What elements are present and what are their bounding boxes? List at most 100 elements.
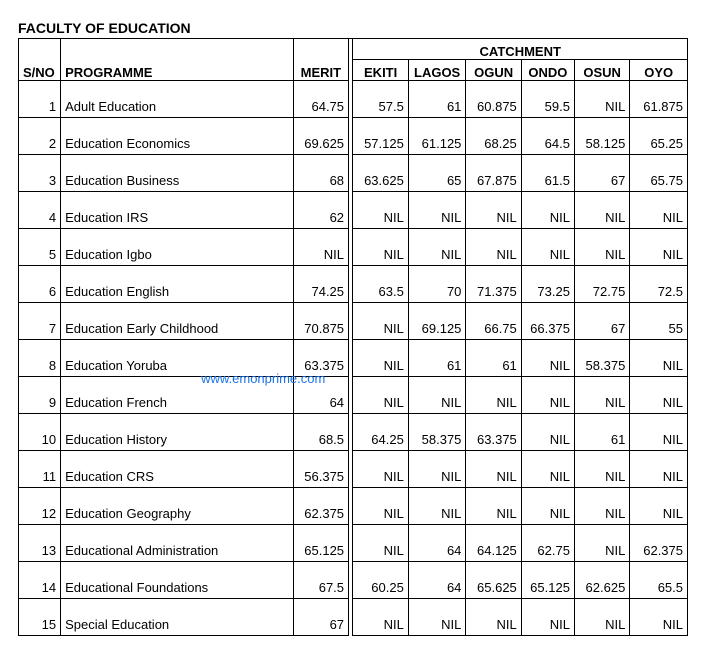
cell-oyo: NIL — [630, 229, 688, 266]
cell-ondo: NIL — [521, 229, 574, 266]
cell-sno: 12 — [19, 488, 61, 525]
col-sno: S/NO — [19, 39, 61, 81]
cell-ogun: NIL — [466, 229, 521, 266]
cell-ondo: NIL — [521, 488, 574, 525]
cell-ekiti: NIL — [353, 229, 408, 266]
cell-sno: 5 — [19, 229, 61, 266]
cell-lagos: 70 — [408, 266, 466, 303]
cell-oyo: 65.25 — [630, 118, 688, 155]
cell-ogun: NIL — [466, 377, 521, 414]
table-row: 12Education Geography62.375NILNILNILNILN… — [19, 488, 688, 525]
col-programme: PROGRAMME — [61, 39, 294, 81]
cell-programme: Education English — [61, 266, 294, 303]
cell-programme: Education History — [61, 414, 294, 451]
cell-lagos: NIL — [408, 192, 466, 229]
cell-ogun: 68.25 — [466, 118, 521, 155]
cell-sno: 9 — [19, 377, 61, 414]
cell-osun: 61 — [574, 414, 629, 451]
cell-sno: 7 — [19, 303, 61, 340]
col-osun: OSUN — [574, 60, 629, 81]
cell-osun: NIL — [574, 451, 629, 488]
watermark-text: www.emonprime.com — [201, 371, 325, 386]
cell-sno: 8 — [19, 340, 61, 377]
cell-programme: Education IRS — [61, 192, 294, 229]
cell-ogun: 66.75 — [466, 303, 521, 340]
table-row: 5Education IgboNILNILNILNILNILNILNIL — [19, 229, 688, 266]
cell-lagos: NIL — [408, 377, 466, 414]
cell-lagos: 65 — [408, 155, 466, 192]
cell-merit: 68.5 — [293, 414, 348, 451]
cell-sno: 2 — [19, 118, 61, 155]
cell-merit: 64.75 — [293, 81, 348, 118]
table-head: S/NO PROGRAMME MERIT CATCHMENT EKITI LAG… — [19, 39, 688, 81]
cell-sno: 10 — [19, 414, 61, 451]
cell-merit: 62.375 — [293, 488, 348, 525]
cutoff-table: S/NO PROGRAMME MERIT CATCHMENT EKITI LAG… — [18, 38, 688, 636]
col-catchment: CATCHMENT — [353, 39, 688, 60]
cell-ogun: 71.375 — [466, 266, 521, 303]
cell-programme: Education Geography — [61, 488, 294, 525]
cell-osun: 72.75 — [574, 266, 629, 303]
cell-ogun: 60.875 — [466, 81, 521, 118]
cell-ekiti: 60.25 — [353, 562, 408, 599]
cell-ekiti: NIL — [353, 303, 408, 340]
cell-osun: NIL — [574, 192, 629, 229]
cell-ogun: NIL — [466, 451, 521, 488]
cell-sno: 6 — [19, 266, 61, 303]
table-row: 8Education Yoruba63.375NIL6161NIL58.375N… — [19, 340, 688, 377]
cell-ekiti: NIL — [353, 525, 408, 562]
cell-oyo: NIL — [630, 192, 688, 229]
cell-ondo: NIL — [521, 377, 574, 414]
cell-ekiti: NIL — [353, 488, 408, 525]
cell-ekiti: 57.5 — [353, 81, 408, 118]
cell-lagos: NIL — [408, 229, 466, 266]
cell-ondo: 61.5 — [521, 155, 574, 192]
cell-programme: Special Education — [61, 599, 294, 636]
cell-ondo: NIL — [521, 192, 574, 229]
table-row: 7Education Early Childhood70.875NIL69.12… — [19, 303, 688, 340]
table-row: 6Education English74.2563.57071.37573.25… — [19, 266, 688, 303]
cell-lagos: NIL — [408, 451, 466, 488]
cell-ekiti: 57.125 — [353, 118, 408, 155]
table-row: 3Education Business6863.6256567.87561.56… — [19, 155, 688, 192]
table-row: 4Education IRS62NILNILNILNILNILNIL — [19, 192, 688, 229]
cell-sno: 4 — [19, 192, 61, 229]
cell-osun: 67 — [574, 155, 629, 192]
cell-ekiti: NIL — [353, 192, 408, 229]
cell-osun: NIL — [574, 488, 629, 525]
cell-ogun: NIL — [466, 488, 521, 525]
cell-ondo: 59.5 — [521, 81, 574, 118]
col-lagos: LAGOS — [408, 60, 466, 81]
cell-programme: Adult Education — [61, 81, 294, 118]
cell-ogun: 65.625 — [466, 562, 521, 599]
cell-osun: NIL — [574, 525, 629, 562]
col-ondo: ONDO — [521, 60, 574, 81]
table-body: 1Adult Education64.7557.56160.87559.5NIL… — [19, 81, 688, 636]
cell-sno: 14 — [19, 562, 61, 599]
cell-ogun: 64.125 — [466, 525, 521, 562]
cell-oyo: NIL — [630, 451, 688, 488]
cell-sno: 11 — [19, 451, 61, 488]
cell-lagos: 64 — [408, 525, 466, 562]
cell-merit: NIL — [293, 229, 348, 266]
table-row: 2Education Economics69.62557.12561.12568… — [19, 118, 688, 155]
cell-lagos: 64 — [408, 562, 466, 599]
cell-merit: 74.25 — [293, 266, 348, 303]
cell-lagos: 69.125 — [408, 303, 466, 340]
cell-oyo: NIL — [630, 340, 688, 377]
cell-lagos: NIL — [408, 599, 466, 636]
cell-merit: 70.875 — [293, 303, 348, 340]
table-row: 1Adult Education64.7557.56160.87559.5NIL… — [19, 81, 688, 118]
cell-oyo: 65.5 — [630, 562, 688, 599]
cell-oyo: 55 — [630, 303, 688, 340]
cell-merit: 68 — [293, 155, 348, 192]
cell-ekiti: 63.5 — [353, 266, 408, 303]
cell-lagos: 61 — [408, 81, 466, 118]
cell-programme: Education CRS — [61, 451, 294, 488]
table-row: 15Special Education67NILNILNILNILNILNIL — [19, 599, 688, 636]
col-oyo: OYO — [630, 60, 688, 81]
cell-ondo: 62.75 — [521, 525, 574, 562]
cell-ogun: NIL — [466, 192, 521, 229]
table-row: 14Educational Foundations67.560.256465.6… — [19, 562, 688, 599]
cell-oyo: NIL — [630, 488, 688, 525]
